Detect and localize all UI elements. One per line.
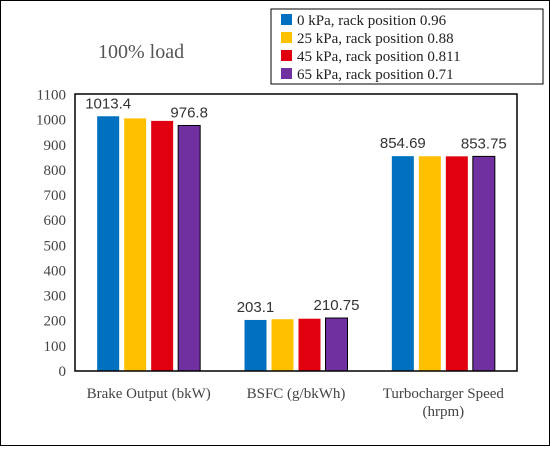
y-tick-label: 600 <box>44 213 67 229</box>
bar <box>124 118 147 371</box>
legend-label: 65 kPa, rack position 0.71 <box>297 67 454 83</box>
legend-swatch <box>281 68 292 79</box>
y-tick-label: 800 <box>44 163 67 179</box>
bar <box>418 156 441 371</box>
category-label: (hrpm) <box>423 404 465 420</box>
y-tick-label: 0 <box>59 364 67 380</box>
bar <box>244 319 267 371</box>
y-axis: 0 100 200 300 400 500 600 700 800 900 1000 1100 <box>36 88 66 381</box>
y-tick-label: 400 <box>44 263 67 279</box>
bar <box>177 124 201 372</box>
category-label: Turbocharger Speed <box>383 386 505 402</box>
chart-title: 100% load <box>98 41 184 63</box>
bar <box>391 156 414 371</box>
data-label: 203.1 <box>237 299 275 316</box>
legend: 0 kPa, rack position 0.96 25 kPa, rack po… <box>270 8 544 85</box>
bar <box>472 155 496 372</box>
category-label: Brake Output (bkW) <box>87 386 211 402</box>
legend-swatch <box>281 14 292 25</box>
category-labels: Brake Output (bkW) BSFC (g/bkWh) Turbochar… <box>87 386 505 420</box>
bar <box>97 116 120 371</box>
y-tick-label: 1100 <box>37 88 66 104</box>
legend-box <box>270 8 544 85</box>
y-tick-label: 1000 <box>36 113 66 129</box>
y-tick-label: 300 <box>44 289 67 305</box>
data-label: 1013.4 <box>85 95 131 112</box>
y-tick-label: 200 <box>44 314 67 330</box>
data-label: 210.75 <box>314 297 360 314</box>
y-tick-label: 900 <box>44 138 67 154</box>
bar <box>298 318 321 371</box>
y-tick-label: 500 <box>44 238 67 254</box>
legend-label: 25 kPa, rack position 0.88 <box>297 31 454 47</box>
bar <box>271 319 294 371</box>
bar-series <box>97 116 496 372</box>
data-label: 854.69 <box>380 135 426 152</box>
legend-swatch <box>281 32 292 43</box>
bar <box>445 156 468 371</box>
data-label: 853.75 <box>461 135 507 152</box>
legend-label: 45 kPa, rack position 0.811 <box>297 49 461 65</box>
bar <box>151 120 174 371</box>
y-tick-label: 700 <box>44 188 67 204</box>
data-label: 976.8 <box>170 104 208 121</box>
y-tick-label: 100 <box>44 339 67 355</box>
category-label: BSFC (g/bkWh) <box>247 386 346 402</box>
legend-label: 0 kPa, rack position 0.96 <box>297 13 447 29</box>
data-labels: 1013.4 976.8 203.1 210.75 854.69 853.75 <box>85 95 507 316</box>
bar <box>325 317 348 372</box>
legend-swatch <box>281 50 292 61</box>
plot-area-frame <box>74 93 518 372</box>
